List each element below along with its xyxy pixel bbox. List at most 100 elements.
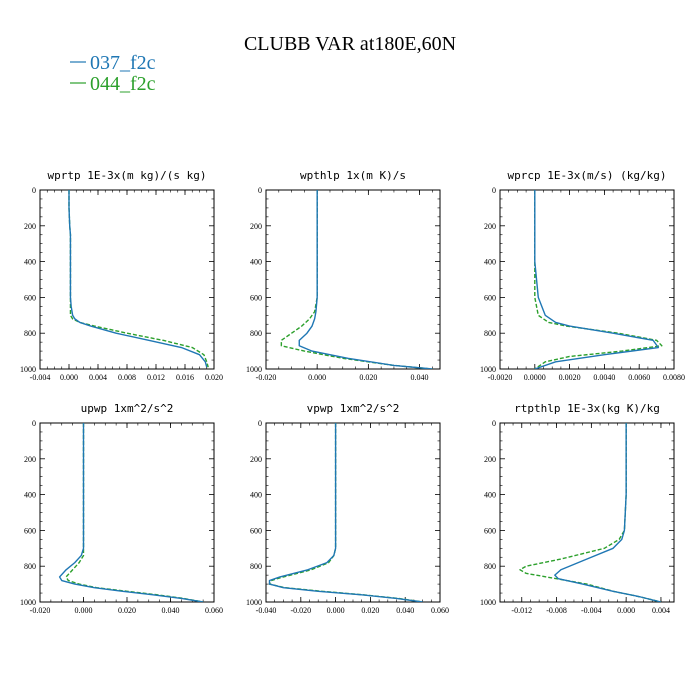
plot-frame: [265, 189, 441, 370]
y-tick-label: 600: [250, 293, 262, 302]
y-tick-label: 0: [32, 419, 36, 428]
series-line-044_f2c: [534, 190, 663, 369]
panel-title: rtpthlp 1E-3x(kg K)/kg: [514, 402, 660, 415]
x-tick-label: -0.020: [256, 373, 277, 382]
series-line-037_f2c: [268, 423, 423, 602]
y-tick-label: 600: [24, 293, 36, 302]
y-tick-label: 800: [484, 562, 496, 571]
y-tick-label: 400: [250, 491, 262, 500]
x-tick-label: -0.008: [546, 606, 567, 615]
series-line-037_f2c: [68, 190, 208, 368]
y-tick-label: 0: [32, 186, 36, 195]
x-tick-label: 0.0020: [559, 373, 581, 382]
x-tick-label: 0.004: [652, 606, 670, 615]
y-tick-label: 1000: [246, 365, 262, 374]
y-tick-label: 800: [250, 562, 262, 571]
y-tick-label: 800: [250, 329, 262, 338]
legend: 037_f2c 044_f2c: [70, 52, 156, 95]
x-tick-label: 0.004: [89, 373, 107, 382]
x-tick-label: 0.0060: [628, 373, 650, 382]
panel-4: vpwp 1xm^2/s^2 0 200 400 600 800 1000-0.040 -0.…: [246, 402, 449, 615]
y-tick-label: 400: [484, 491, 496, 500]
legend-label-044_f2c: 044_f2c: [90, 73, 156, 95]
y-tick-label: 800: [484, 329, 496, 338]
series-line-037_f2c: [554, 423, 662, 602]
y-tick-label: 600: [484, 293, 496, 302]
x-tick-label: 0.008: [118, 373, 136, 382]
x-tick-label: 0.020: [205, 373, 223, 382]
series-line-044_f2c: [68, 190, 209, 368]
y-tick-label: 200: [484, 222, 496, 231]
y-tick-label: 200: [250, 222, 262, 231]
x-tick-label: 0.000: [327, 606, 345, 615]
x-tick-label: 0.000: [308, 373, 326, 382]
x-tick-label: -0.040: [256, 606, 277, 615]
panel-0: wprtp 1E-3x(m kg)/(s kg) 0 200 400 600 800 100…: [20, 169, 223, 382]
y-tick-label: 400: [250, 258, 262, 267]
plot-frame: [39, 422, 215, 603]
y-tick-label: 200: [24, 455, 36, 464]
y-tick-label: 600: [484, 526, 496, 535]
x-tick-label: 0.012: [147, 373, 165, 382]
y-tick-label: 0: [258, 419, 262, 428]
series-line-037_f2c: [534, 190, 660, 369]
y-tick-label: 1000: [246, 598, 262, 607]
y-tick-label: 0: [492, 186, 496, 195]
panel-title: wprtp 1E-3x(m kg)/(s kg): [48, 169, 207, 182]
x-tick-label: -0.020: [30, 606, 51, 615]
x-tick-label: 0.040: [411, 373, 429, 382]
y-tick-label: 1000: [20, 598, 36, 607]
series-line-044_f2c: [65, 423, 204, 602]
y-tick-label: 800: [24, 562, 36, 571]
y-tick-label: 0: [492, 419, 496, 428]
plot-frame: [499, 422, 675, 603]
plot-frame: [39, 189, 215, 370]
x-tick-label: -0.004: [581, 606, 602, 615]
y-tick-label: 400: [24, 491, 36, 500]
x-tick-label: -0.0020: [488, 373, 513, 382]
x-tick-label: 0.060: [205, 606, 223, 615]
y-tick-label: 1000: [480, 598, 496, 607]
panel-2: wprcp 1E-3x(m/s) (kg/kg) 0 200 400 600 800 100…: [480, 169, 685, 382]
plot-frame: [499, 189, 675, 370]
panel-title: wpthlp 1x(m K)/s: [300, 169, 406, 182]
y-tick-label: 200: [250, 455, 262, 464]
panel-title: upwp 1xm^2/s^2: [81, 402, 174, 415]
y-tick-label: 200: [24, 222, 36, 231]
series-line-044_f2c: [519, 423, 662, 602]
y-tick-label: 0: [258, 186, 262, 195]
series-line-044_f2c: [268, 423, 423, 602]
panels: wprtp 1E-3x(m kg)/(s kg) 0 200 400 600 800 100…: [20, 169, 685, 615]
x-tick-label: 0.0040: [593, 373, 615, 382]
x-tick-label: 0.020: [359, 373, 377, 382]
legend-label-037_f2c: 037_f2c: [90, 52, 156, 74]
x-tick-label: 0.000: [617, 606, 635, 615]
x-tick-label: 0.016: [176, 373, 194, 382]
y-tick-label: 800: [24, 329, 36, 338]
x-tick-label: 0.020: [361, 606, 379, 615]
y-tick-label: 600: [250, 526, 262, 535]
panel-3: upwp 1xm^2/s^2 0 200 400 600 800 1000-0.020 0.0…: [20, 402, 223, 615]
series-line-037_f2c: [298, 190, 433, 369]
panel-5: rtpthlp 1E-3x(kg K)/kg 0 200 400 600 800 1000 -…: [480, 402, 675, 615]
y-tick-label: 1000: [20, 365, 36, 374]
x-tick-label: 0.000: [75, 606, 93, 615]
panel-1: wpthlp 1x(m K)/s 0 200 400 600 800 1000-0.020 0…: [246, 169, 441, 382]
x-tick-label: 0.040: [162, 606, 180, 615]
x-tick-label: 0.0000: [524, 373, 546, 382]
y-tick-label: 1000: [480, 365, 496, 374]
y-tick-label: 200: [484, 455, 496, 464]
series-line-037_f2c: [58, 423, 204, 602]
panel-title: vpwp 1xm^2/s^2: [307, 402, 400, 415]
y-tick-label: 600: [24, 526, 36, 535]
y-tick-label: 400: [24, 258, 36, 267]
x-tick-label: 0.020: [118, 606, 136, 615]
y-tick-label: 400: [484, 258, 496, 267]
series-line-044_f2c: [280, 190, 433, 369]
x-tick-label: 0.060: [431, 606, 449, 615]
x-tick-label: -0.004: [30, 373, 51, 382]
figure-title: CLUBB VAR at180E,60N: [244, 33, 456, 55]
x-tick-label: 0.0080: [663, 373, 685, 382]
x-tick-label: 0.040: [396, 606, 414, 615]
